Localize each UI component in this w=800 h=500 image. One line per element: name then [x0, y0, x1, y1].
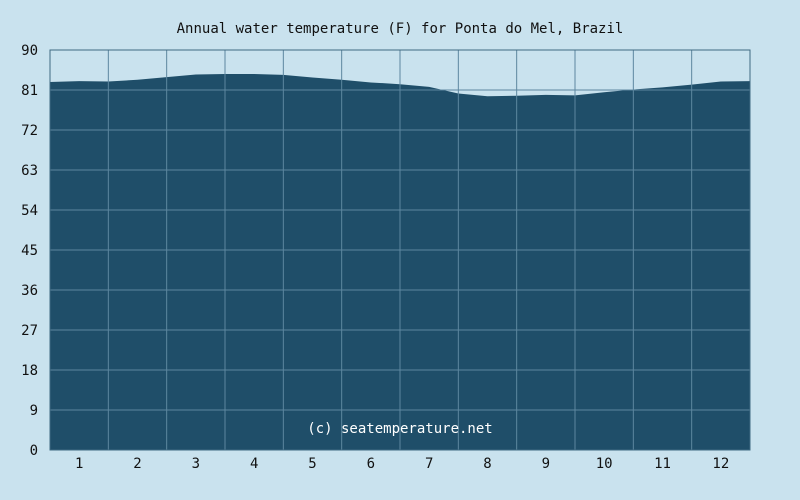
- x-tick-label: 1: [75, 456, 83, 472]
- y-tick-label: 9: [30, 403, 38, 419]
- x-tick-label: 12: [712, 456, 729, 472]
- y-tick-label: 27: [21, 323, 38, 339]
- plot-border: [49, 49, 751, 451]
- y-tick-label: 72: [21, 123, 38, 139]
- watermark-text: (c) seatemperature.net: [307, 421, 492, 437]
- x-tick-label: 9: [542, 456, 550, 472]
- y-tick-label: 63: [21, 163, 38, 179]
- y-tick-label: 18: [21, 363, 38, 379]
- y-tick-label: 0: [30, 443, 38, 459]
- y-tick-label: 54: [21, 203, 38, 219]
- x-tick-label: 7: [425, 456, 433, 472]
- x-tick-label: 6: [367, 456, 375, 472]
- plot-area: [49, 49, 751, 451]
- y-tick-label: 90: [21, 43, 38, 59]
- x-tick-label: 5: [308, 456, 316, 472]
- x-tick-label: 3: [192, 456, 200, 472]
- y-tick-label: 45: [21, 243, 38, 259]
- x-tick-label: 10: [596, 456, 613, 472]
- y-axis-ticks: 0 9 18 27 36 45 54 63 72 81 90: [21, 43, 38, 459]
- x-tick-label: 2: [133, 456, 141, 472]
- chart-title: Annual water temperature (F) for Ponta d…: [177, 21, 624, 37]
- x-tick-label: 4: [250, 456, 258, 472]
- y-tick-label: 81: [21, 83, 38, 99]
- y-tick-label: 36: [21, 283, 38, 299]
- x-axis-ticks: 1 2 3 4 5 6 7 8 9 10 11 12: [75, 456, 729, 472]
- x-tick-label: 8: [483, 456, 491, 472]
- x-tick-label: 11: [654, 456, 671, 472]
